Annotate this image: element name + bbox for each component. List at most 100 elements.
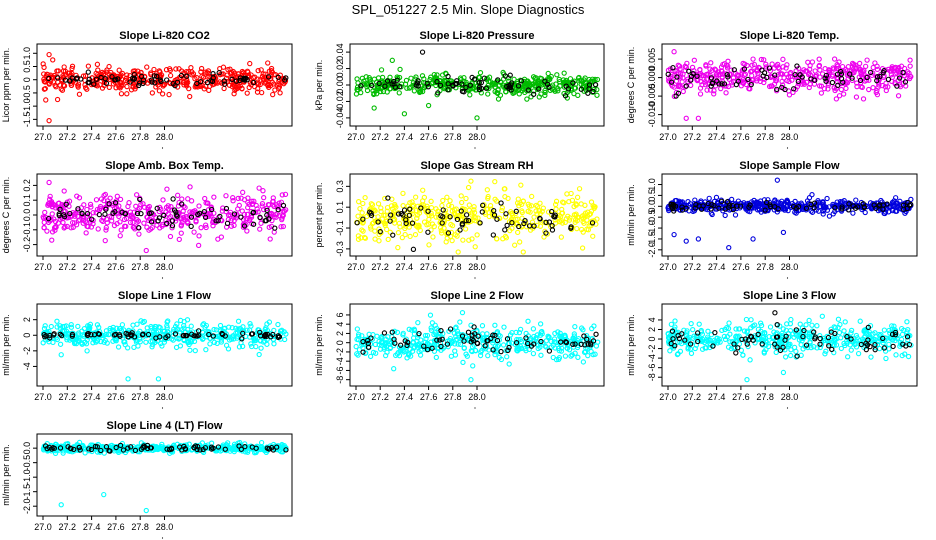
data-point [407,206,413,212]
data-point [806,195,813,201]
data-point [127,79,133,85]
data-point [703,63,709,69]
data-point [221,78,227,84]
y-axis-label: degrees C per min. [626,47,636,124]
data-point [235,318,242,324]
data-point [114,220,120,227]
data-point [881,327,888,333]
data-point [402,231,408,238]
x-tick-label: 27.6 [732,262,750,272]
data-point [452,232,459,238]
data-point [91,81,97,87]
data-point [507,72,513,78]
data-point [744,376,750,383]
data-point [537,216,543,222]
data-point [258,67,264,73]
data-point [223,205,230,212]
axis-mark [161,147,164,149]
data-point [528,203,535,209]
data-point [85,69,91,75]
data-point [427,312,434,318]
data-point [107,195,113,201]
data-point [690,326,696,333]
data-point [271,81,277,87]
data-point [439,220,445,226]
chart-title: Slope Gas Stream RH [420,160,533,172]
data-point [88,224,95,230]
plot-frame [661,173,918,257]
y-tick-label: 0.005 [647,48,657,71]
data-point [417,227,423,234]
data-point [845,354,851,360]
data-point [109,218,115,224]
data-point [58,86,64,92]
data-point [114,207,121,214]
data-point [572,324,578,330]
data-point [682,84,688,90]
data-point [448,353,455,359]
data-point [40,214,46,220]
data-point [89,216,95,222]
data-point [466,202,472,208]
data-point [428,198,434,204]
x-tick-label: 28.0 [781,392,799,402]
data-point [735,73,742,79]
data-point [403,217,409,223]
data-point [448,203,455,210]
data-point [104,216,110,222]
data-point [382,212,388,218]
data-point [776,66,782,72]
data-point [196,203,202,209]
data-point [106,84,112,91]
data-point [903,83,909,89]
y-tick-label: -0.1 [335,220,345,236]
y-tick-label: -2.0 [647,242,657,258]
data-point [497,92,504,98]
y-tick-label: 2 [22,317,32,322]
data-point [385,236,391,243]
data-point [528,94,534,100]
data-point [764,74,770,81]
x-tick-label: 27.8 [444,132,462,142]
data-point [829,73,835,79]
x-tick-label: 28.0 [781,262,799,272]
data-point [803,322,809,328]
data-point [877,73,883,80]
data-point [198,69,204,75]
data-point [209,78,216,85]
data-point [426,242,432,248]
data-point [419,49,426,55]
y-tick-label: -6 [335,366,345,374]
y-tick-label: -2 [335,348,345,356]
data-point [55,75,61,81]
data-point [816,56,822,62]
data-point [712,330,718,336]
data-point [705,328,711,334]
data-point [509,210,515,217]
data-point [275,321,281,328]
data-point [521,220,527,227]
data-point [357,206,363,212]
data-point [904,319,910,325]
y-tick-label: -8 [335,376,345,384]
data-point [249,201,255,208]
data-point [252,209,259,216]
data-point [435,90,441,96]
data-point [683,83,689,89]
data-point [786,78,792,85]
axis-mark [474,147,476,149]
data-point [899,331,906,338]
data-point [438,230,445,236]
data-point [788,316,794,323]
data-point [57,206,63,212]
data-point [122,77,129,84]
data-point [228,217,234,224]
data-point [159,91,166,97]
data-point [449,82,456,88]
data-point [167,72,174,79]
data-point [211,194,217,200]
data-point [125,376,131,382]
data-point [415,319,421,326]
